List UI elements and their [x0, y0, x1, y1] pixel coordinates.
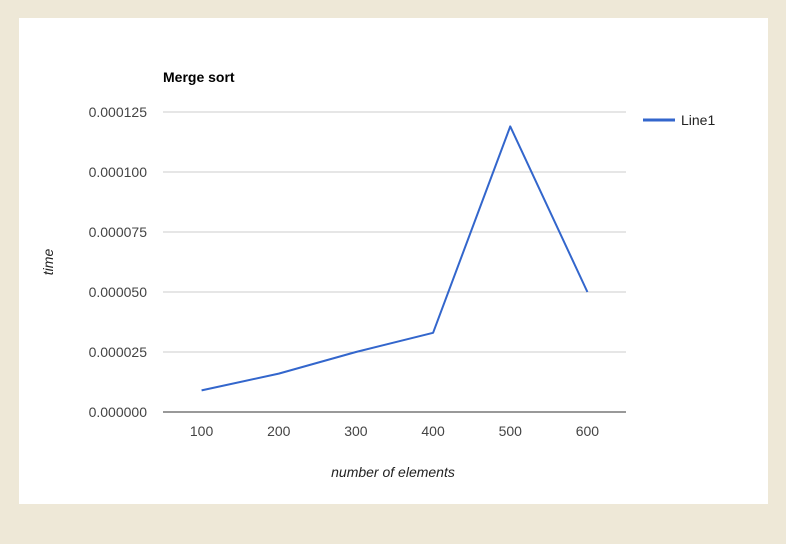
line-chart: Merge sort 0.0000000.0000250.0000500.000…	[40, 69, 715, 480]
x-tick-label: 100	[190, 423, 214, 439]
y-tick-label: 0.000100	[89, 164, 148, 180]
series-line[interactable]	[201, 125, 589, 392]
series-group	[201, 125, 589, 392]
gridlines	[163, 111, 626, 413]
x-tick-label: 300	[344, 423, 368, 439]
legend-label: Line1	[681, 112, 715, 128]
legend[interactable]: Line1	[643, 112, 715, 128]
x-axis-title: number of elements	[331, 464, 455, 480]
x-tick-label: 500	[499, 423, 523, 439]
x-tick-label: 200	[267, 423, 291, 439]
y-tick-label: 0.000050	[89, 284, 148, 300]
y-tick-label: 0.000075	[89, 224, 148, 240]
x-tick-label: 600	[576, 423, 600, 439]
y-axis-title: time	[40, 249, 56, 276]
y-tick-label: 0.000025	[89, 344, 148, 360]
x-tick-label: 400	[421, 423, 445, 439]
x-axis-ticks: 100 200 300 400 500 600	[190, 423, 599, 439]
y-tick-label: 0.000125	[89, 104, 148, 120]
chart-title: Merge sort	[163, 69, 235, 85]
chart-card: Merge sort 0.000000 0.000025 0.000050 0.000…	[19, 18, 768, 504]
y-axis-ticks: 0.000000 0.000025 0.000050 0.000075 0.000100…	[89, 104, 148, 420]
y-tick-label: 0.000000	[89, 404, 148, 420]
